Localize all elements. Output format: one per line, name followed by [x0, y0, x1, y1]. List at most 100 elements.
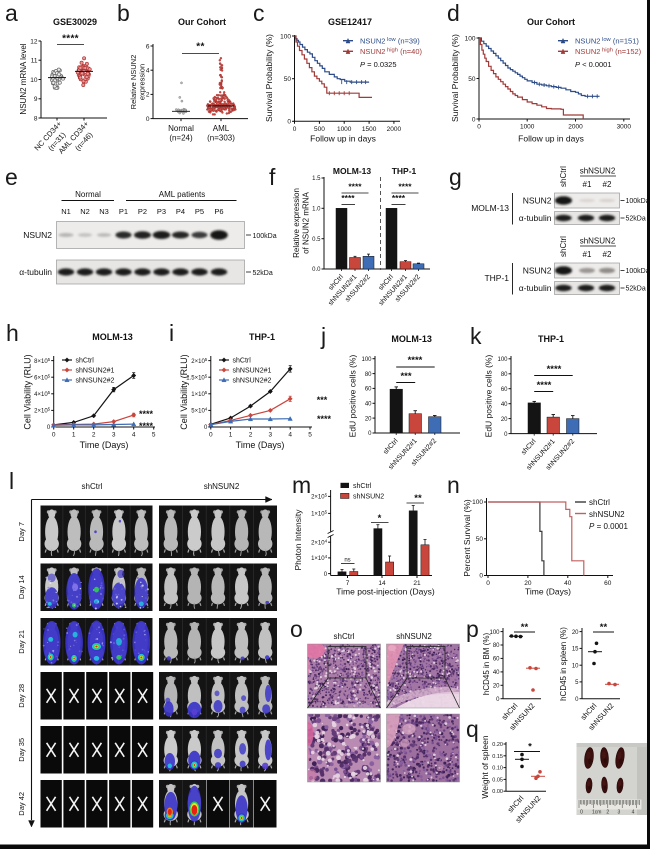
- svg-text:5×104: 5×104: [191, 407, 208, 415]
- svg-text:P < 0.0001: P < 0.0001: [575, 60, 612, 69]
- svg-text:0.20: 0.20: [492, 742, 503, 748]
- svg-text:1000: 1000: [337, 126, 352, 133]
- svg-text:****: ****: [341, 193, 355, 203]
- svg-text:Our Cohort: Our Cohort: [527, 17, 575, 27]
- svg-text:j: j: [320, 323, 326, 349]
- svg-text:Cell Viability (RLU): Cell Viability (RLU): [23, 354, 33, 429]
- svg-text:AML: AML: [213, 124, 230, 133]
- svg-text:shNSUN2: shNSUN2: [580, 167, 616, 176]
- svg-text:shCtrl: shCtrl: [334, 632, 355, 641]
- svg-text:60: 60: [604, 580, 612, 587]
- svg-text:20: 20: [524, 580, 532, 587]
- svg-text:3: 3: [268, 432, 272, 439]
- svg-text:Time (Days): Time (Days): [236, 440, 285, 450]
- svg-text:2×105: 2×105: [311, 493, 328, 501]
- svg-text:0: 0: [504, 432, 508, 438]
- svg-text:2000: 2000: [568, 124, 583, 131]
- svg-text:1×105: 1×105: [191, 390, 208, 398]
- svg-text:THP-1: THP-1: [538, 334, 564, 344]
- svg-text:3000: 3000: [617, 124, 632, 131]
- svg-text:2000: 2000: [387, 126, 402, 133]
- svg-text:*: *: [528, 742, 532, 753]
- svg-text:4: 4: [132, 432, 136, 439]
- svg-text:Survival Probability (%): Survival Probability (%): [264, 34, 274, 122]
- svg-text:14: 14: [378, 580, 386, 587]
- svg-text:0: 0: [47, 425, 51, 431]
- svg-text:shNSUN2#1: shNSUN2#1: [76, 368, 115, 375]
- svg-text:20: 20: [572, 630, 579, 636]
- svg-text:Time (Days): Time (Days): [80, 440, 129, 450]
- svg-text:2: 2: [146, 92, 150, 99]
- svg-text:GSE12417: GSE12417: [328, 17, 372, 27]
- svg-text:**: **: [196, 42, 204, 53]
- svg-text:****: ****: [537, 380, 552, 391]
- svg-text:2×105: 2×105: [191, 357, 208, 365]
- svg-text:expression: expression: [138, 64, 147, 100]
- svg-text:Relative expression: Relative expression: [292, 188, 301, 258]
- svg-text:P2: P2: [138, 207, 147, 216]
- svg-text:NSUN2 low (n=39): NSUN2 low (n=39): [360, 37, 420, 46]
- svg-text:**: **: [521, 622, 529, 633]
- svg-text:#2: #2: [603, 250, 612, 259]
- svg-text:0.0: 0.0: [312, 267, 321, 273]
- svg-text:MOLM-13: MOLM-13: [333, 166, 372, 176]
- svg-text:4: 4: [146, 68, 150, 75]
- svg-text:N3: N3: [99, 207, 109, 216]
- svg-text:P3: P3: [157, 207, 166, 216]
- svg-text:P = 0.0325: P = 0.0325: [360, 60, 397, 69]
- svg-text:AML patients: AML patients: [159, 190, 205, 199]
- svg-text:100kDa: 100kDa: [626, 268, 650, 275]
- svg-text:0: 0: [368, 431, 372, 437]
- svg-text:4: 4: [632, 810, 635, 816]
- svg-text:****: ****: [348, 182, 362, 192]
- svg-text:Day 42: Day 42: [17, 792, 26, 816]
- svg-text:100kDa: 100kDa: [253, 233, 277, 240]
- svg-text:1: 1: [229, 432, 233, 439]
- svg-text:shCtrl: shCtrl: [353, 483, 372, 490]
- svg-text:0: 0: [204, 425, 208, 431]
- svg-text:1: 1: [72, 432, 76, 439]
- svg-text:50: 50: [284, 76, 292, 83]
- svg-text:100: 100: [361, 357, 372, 363]
- svg-text:Follow up in days: Follow up in days: [518, 134, 584, 144]
- svg-text:Cell Viability (RLU): Cell Viability (RLU): [179, 354, 189, 429]
- svg-text:Our Cohort: Our Cohort: [178, 17, 226, 27]
- svg-text:0.5: 0.5: [312, 237, 321, 243]
- svg-text:MOLM-13: MOLM-13: [391, 334, 432, 344]
- svg-text:Survival Probability (%): Survival Probability (%): [450, 34, 460, 122]
- svg-text:0.15: 0.15: [492, 754, 503, 760]
- svg-text:****: ****: [547, 364, 562, 375]
- svg-text:#1: #1: [583, 250, 592, 259]
- svg-text:ns: ns: [344, 558, 350, 564]
- svg-text:0: 0: [287, 119, 291, 126]
- svg-text:N2: N2: [80, 207, 90, 216]
- svg-text:7: 7: [346, 580, 350, 587]
- svg-text:P6: P6: [214, 207, 223, 216]
- svg-text:Day 35: Day 35: [17, 738, 26, 762]
- svg-text:Time (Days): Time (Days): [525, 587, 571, 597]
- svg-text:shCtrl: shCtrl: [233, 358, 252, 365]
- svg-text:1cm: 1cm: [592, 810, 601, 816]
- svg-text:20: 20: [501, 417, 508, 423]
- svg-text:60: 60: [501, 387, 508, 393]
- svg-text:P5: P5: [195, 207, 204, 216]
- svg-text:shNSUN2: shNSUN2: [396, 632, 432, 641]
- svg-text:**: **: [600, 622, 608, 633]
- svg-text:0: 0: [486, 580, 490, 587]
- svg-text:Day 28: Day 28: [17, 684, 26, 708]
- svg-text:2: 2: [92, 432, 96, 439]
- svg-text:P = 0.0001: P = 0.0001: [589, 522, 628, 531]
- svg-text:6: 6: [146, 43, 150, 50]
- svg-text:1.5: 1.5: [312, 176, 321, 182]
- svg-text:1000: 1000: [520, 124, 535, 131]
- svg-text:100: 100: [280, 33, 291, 40]
- svg-text:0: 0: [575, 697, 579, 703]
- svg-text:shNSUN2#2: shNSUN2#2: [233, 378, 272, 385]
- svg-text:100: 100: [465, 35, 476, 42]
- svg-text:0: 0: [496, 697, 500, 703]
- svg-text:12: 12: [30, 38, 38, 45]
- svg-text:0: 0: [52, 432, 56, 439]
- svg-text:15: 15: [572, 647, 579, 653]
- svg-text:40: 40: [493, 670, 500, 676]
- svg-text:Weight of spleen: Weight of spleen: [480, 735, 490, 798]
